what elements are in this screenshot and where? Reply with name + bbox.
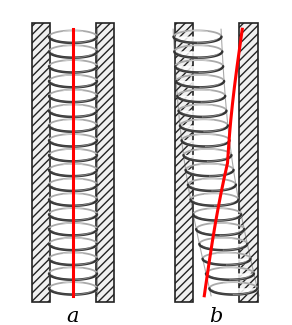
Text: a: a: [67, 307, 79, 325]
Bar: [96, 23, 114, 302]
Bar: [175, 23, 193, 302]
Bar: [32, 23, 50, 302]
Bar: [239, 23, 258, 302]
Text: b: b: [209, 307, 223, 325]
